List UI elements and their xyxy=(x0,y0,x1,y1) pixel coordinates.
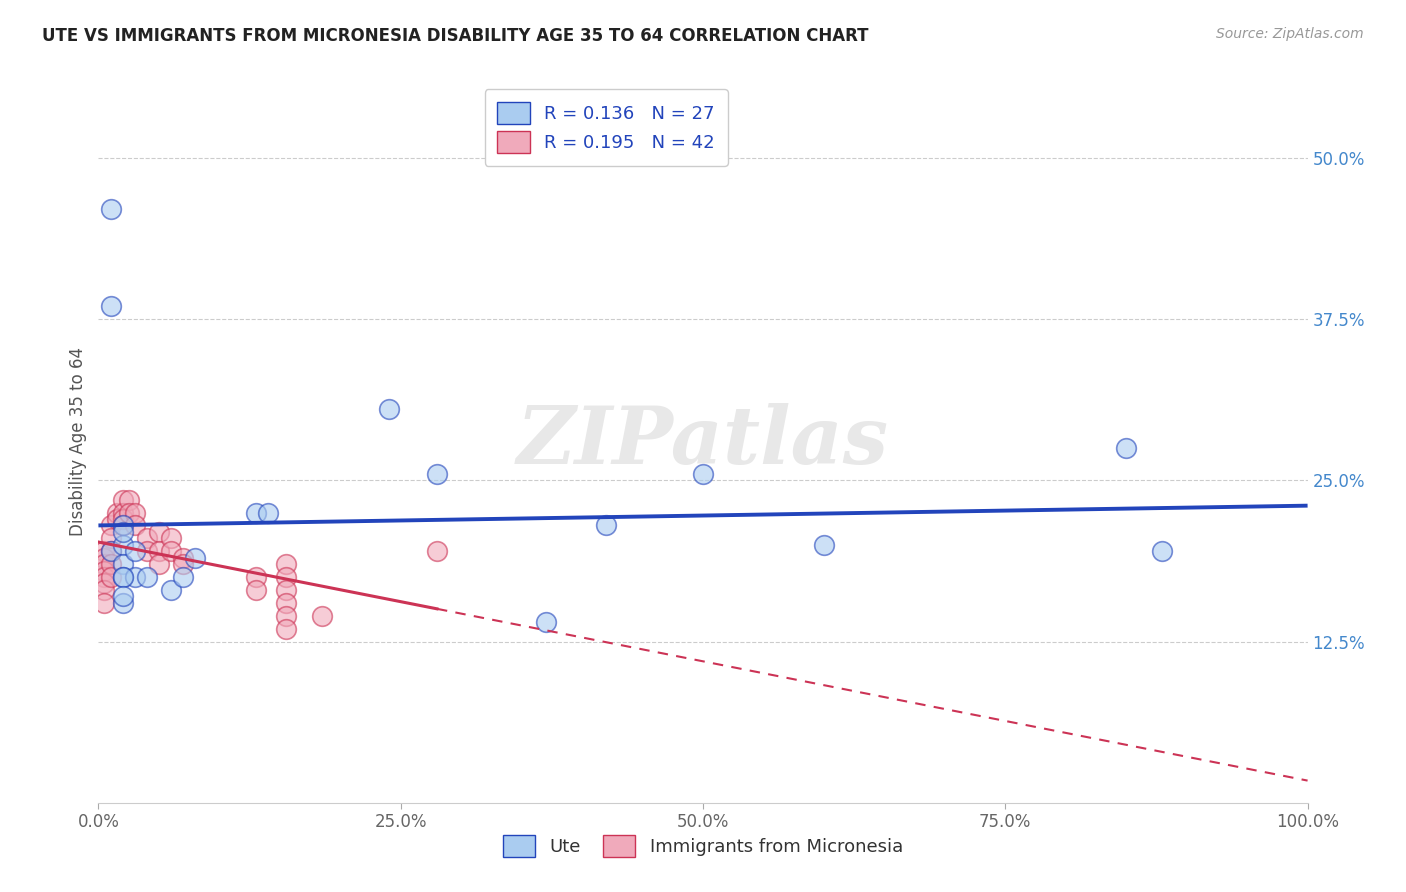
Point xyxy=(160,531,183,545)
Point xyxy=(100,518,122,533)
Point xyxy=(172,550,194,565)
Point xyxy=(93,557,115,571)
Point xyxy=(377,402,399,417)
Point xyxy=(111,492,134,507)
Point xyxy=(111,570,134,584)
Point xyxy=(256,506,278,520)
Text: Source: ZipAtlas.com: Source: ZipAtlas.com xyxy=(1216,27,1364,41)
Legend: Ute, Immigrants from Micronesia: Ute, Immigrants from Micronesia xyxy=(494,826,912,866)
Point xyxy=(93,570,115,584)
Point xyxy=(124,570,146,584)
Text: ZIPatlas: ZIPatlas xyxy=(517,403,889,480)
Point xyxy=(135,544,157,558)
Point xyxy=(245,506,267,520)
Point xyxy=(111,538,134,552)
Point xyxy=(1152,544,1174,558)
Point xyxy=(274,622,297,636)
Point xyxy=(148,544,170,558)
Point xyxy=(100,202,122,217)
Point xyxy=(100,544,122,558)
Point xyxy=(274,570,297,584)
Point xyxy=(93,544,115,558)
Point xyxy=(426,544,449,558)
Point xyxy=(105,506,128,520)
Point xyxy=(100,557,122,571)
Point xyxy=(311,608,333,623)
Point xyxy=(124,518,146,533)
Point xyxy=(148,557,170,571)
Point xyxy=(93,576,115,591)
Point xyxy=(111,512,134,526)
Point xyxy=(111,518,134,533)
Point xyxy=(93,582,115,597)
Point xyxy=(100,531,122,545)
Point xyxy=(135,531,157,545)
Point xyxy=(534,615,557,630)
Point xyxy=(595,518,617,533)
Y-axis label: Disability Age 35 to 64: Disability Age 35 to 64 xyxy=(69,347,87,536)
Point xyxy=(93,564,115,578)
Point xyxy=(160,544,183,558)
Point xyxy=(148,524,170,539)
Point xyxy=(111,506,134,520)
Point xyxy=(245,582,267,597)
Point xyxy=(172,557,194,571)
Point xyxy=(274,596,297,610)
Point xyxy=(124,544,146,558)
Point xyxy=(274,557,297,571)
Point xyxy=(124,506,146,520)
Point xyxy=(111,570,134,584)
Point xyxy=(111,596,134,610)
Point xyxy=(105,512,128,526)
Point xyxy=(100,570,122,584)
Point xyxy=(100,544,122,558)
Point xyxy=(1115,441,1137,455)
Point xyxy=(692,467,714,481)
Point xyxy=(111,590,134,604)
Point xyxy=(184,550,207,565)
Point xyxy=(111,524,134,539)
Point xyxy=(118,506,141,520)
Point xyxy=(111,557,134,571)
Point xyxy=(274,582,297,597)
Point xyxy=(93,596,115,610)
Point xyxy=(160,582,183,597)
Point xyxy=(111,518,134,533)
Point xyxy=(118,492,141,507)
Point xyxy=(93,550,115,565)
Point xyxy=(100,299,122,313)
Point xyxy=(245,570,267,584)
Point xyxy=(172,570,194,584)
Text: UTE VS IMMIGRANTS FROM MICRONESIA DISABILITY AGE 35 TO 64 CORRELATION CHART: UTE VS IMMIGRANTS FROM MICRONESIA DISABI… xyxy=(42,27,869,45)
Point xyxy=(813,538,835,552)
Point xyxy=(274,608,297,623)
Point xyxy=(426,467,449,481)
Point xyxy=(135,570,157,584)
